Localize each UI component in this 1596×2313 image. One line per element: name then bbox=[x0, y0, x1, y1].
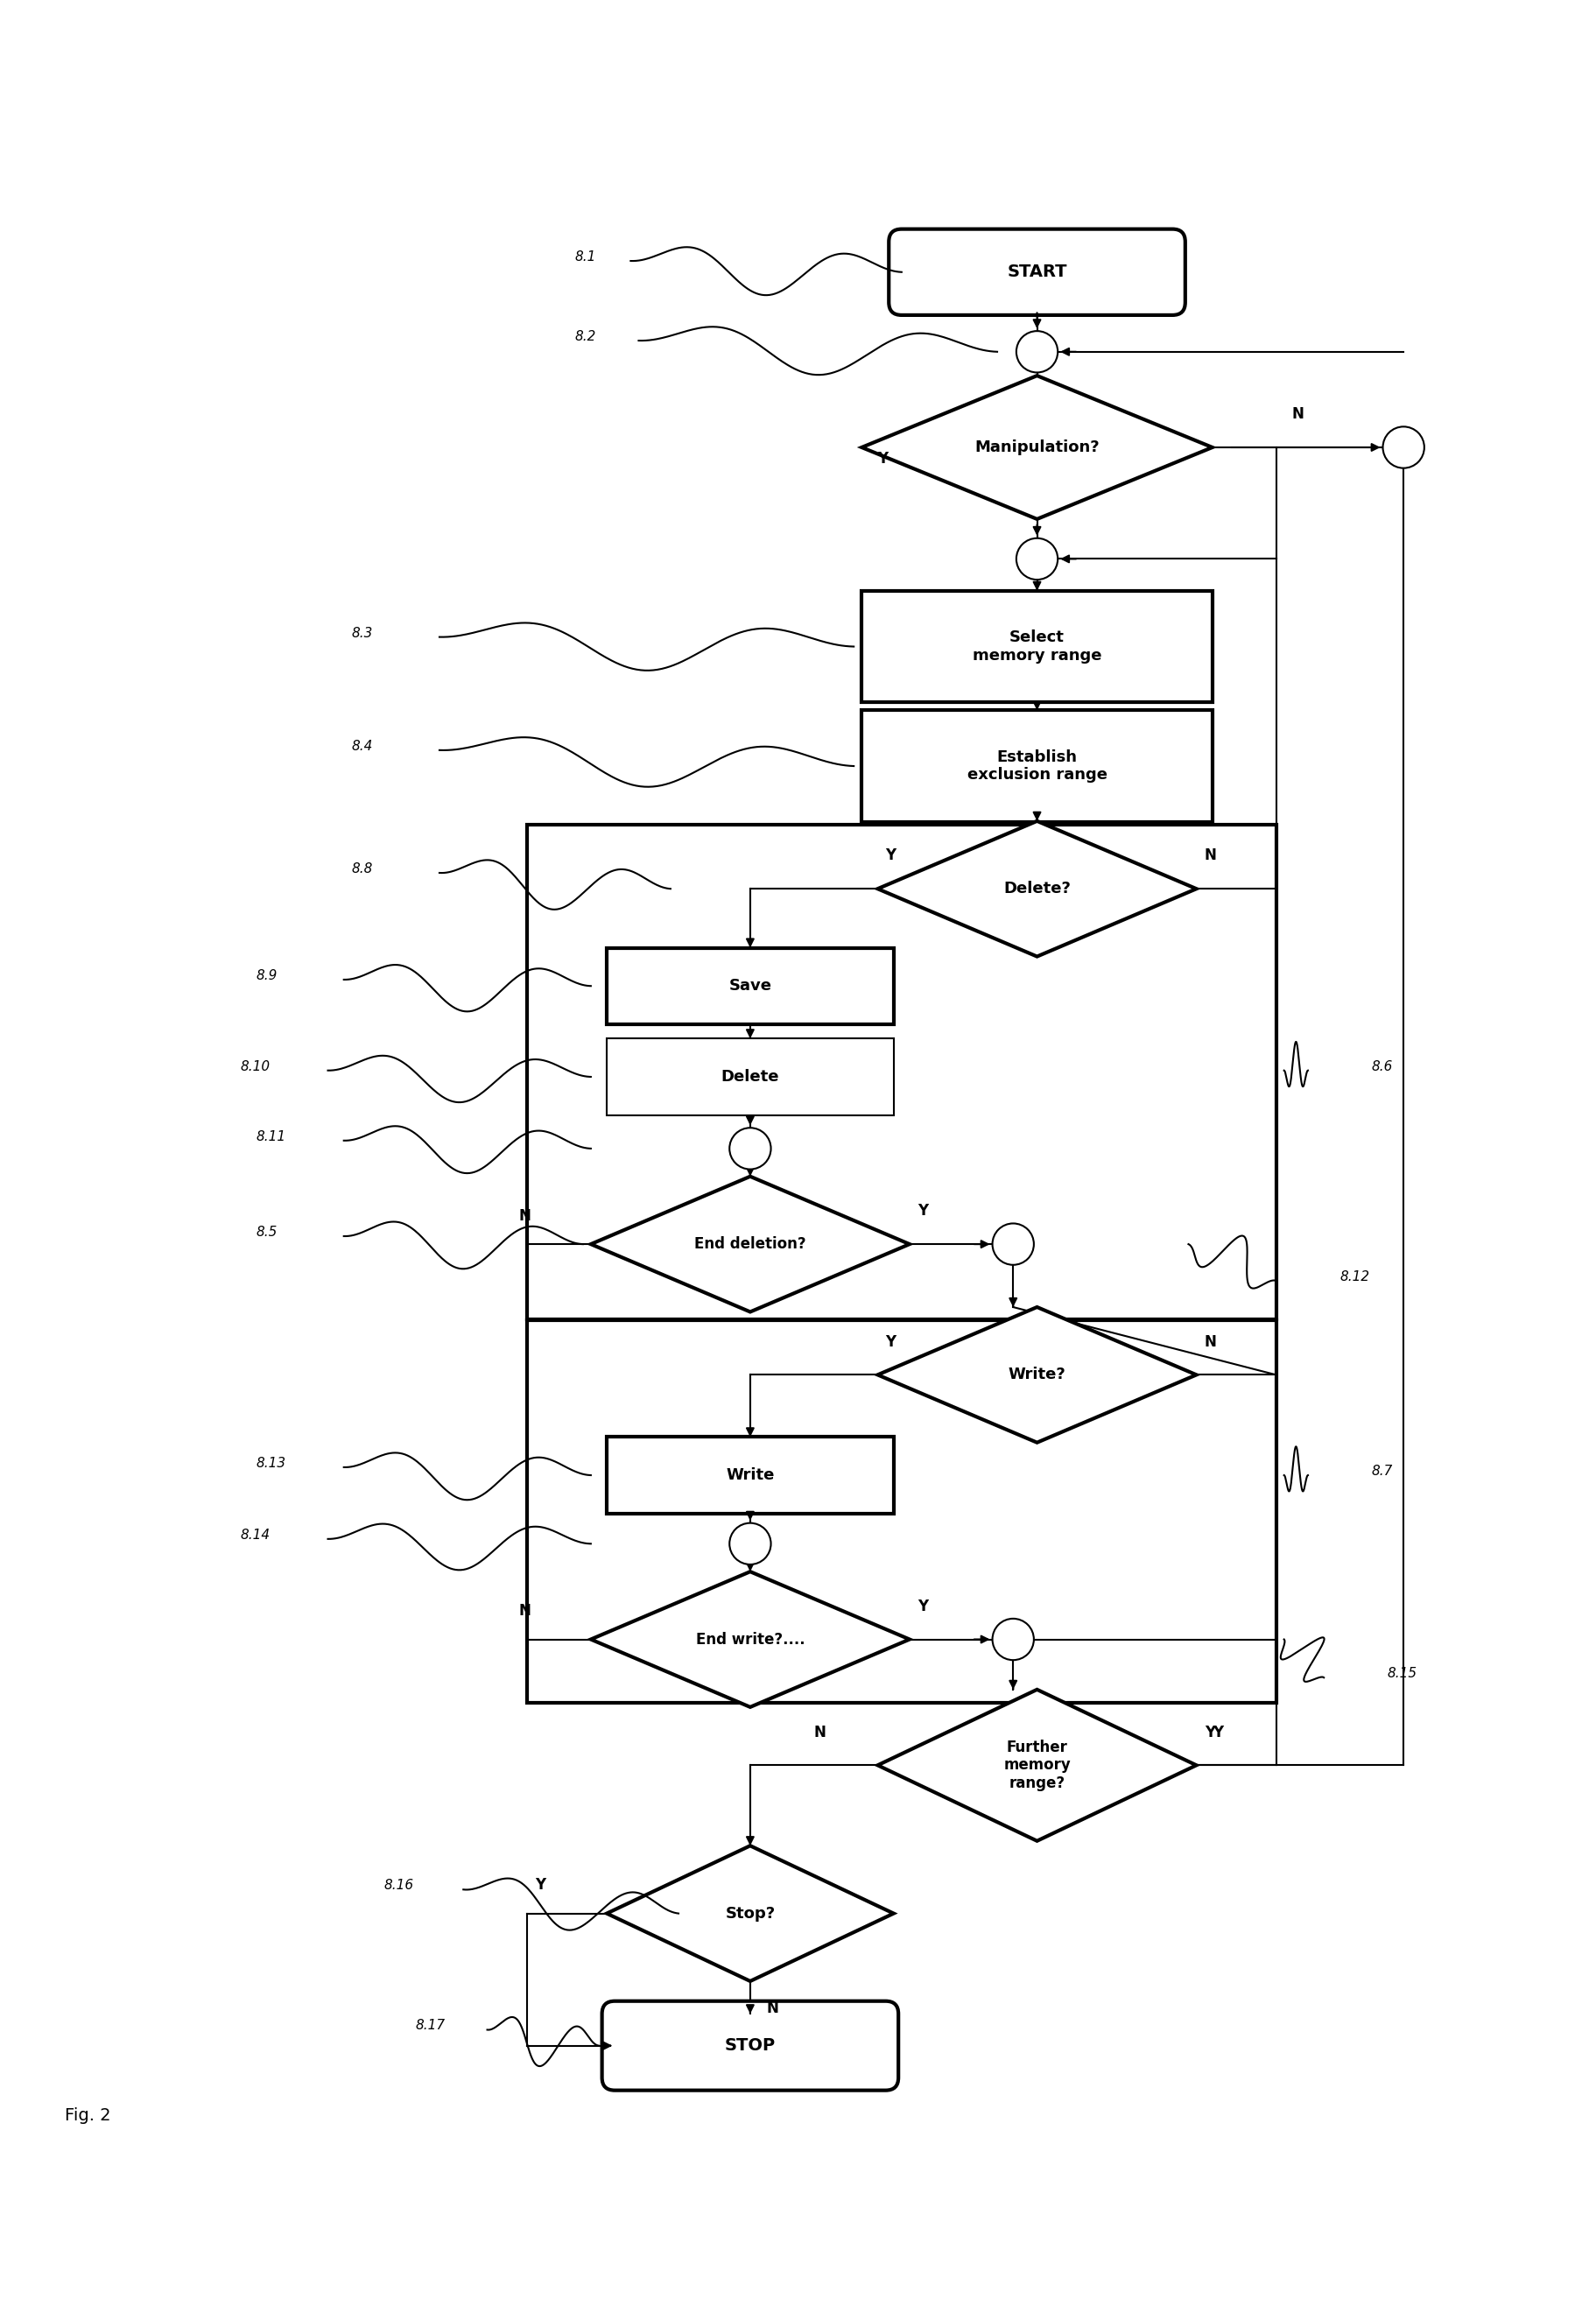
Text: 8.4: 8.4 bbox=[351, 740, 373, 752]
Text: Manipulation?: Manipulation? bbox=[975, 439, 1100, 456]
Text: Write?: Write? bbox=[1009, 1367, 1066, 1383]
Text: N: N bbox=[1205, 1335, 1216, 1348]
Circle shape bbox=[993, 1224, 1034, 1265]
Text: Y: Y bbox=[535, 1878, 546, 1892]
Circle shape bbox=[993, 1619, 1034, 1661]
Text: Y: Y bbox=[886, 1335, 897, 1348]
Bar bbox=[606, 1436, 894, 1513]
Text: STOP: STOP bbox=[725, 2038, 776, 2054]
Bar bbox=[862, 710, 1213, 821]
Text: Y: Y bbox=[886, 849, 897, 863]
Bar bbox=[527, 1321, 1277, 1702]
Text: N: N bbox=[519, 1207, 531, 1224]
Polygon shape bbox=[878, 1307, 1197, 1443]
Text: Write: Write bbox=[726, 1466, 774, 1483]
Text: Y: Y bbox=[1205, 1723, 1215, 1739]
Polygon shape bbox=[862, 375, 1213, 518]
Text: 8.2: 8.2 bbox=[575, 331, 597, 342]
Text: 8.17: 8.17 bbox=[415, 2019, 445, 2033]
Text: 8.14: 8.14 bbox=[241, 1529, 270, 1540]
Text: N: N bbox=[814, 1723, 827, 1739]
Circle shape bbox=[1017, 331, 1058, 372]
Text: N: N bbox=[519, 1603, 531, 1619]
Text: 8.13: 8.13 bbox=[257, 1457, 286, 1469]
Text: Save: Save bbox=[729, 978, 771, 995]
Text: Stop?: Stop? bbox=[725, 1906, 776, 1922]
Text: Establish
exclusion range: Establish exclusion range bbox=[967, 749, 1108, 784]
Text: Y: Y bbox=[918, 1598, 929, 1614]
Text: 8.1: 8.1 bbox=[575, 250, 597, 264]
Text: 8.11: 8.11 bbox=[257, 1131, 286, 1143]
Text: N: N bbox=[766, 2001, 779, 2017]
Text: 8.16: 8.16 bbox=[383, 1878, 413, 1892]
Text: N: N bbox=[1205, 849, 1216, 863]
Text: 8.8: 8.8 bbox=[351, 863, 373, 877]
Bar bbox=[527, 826, 1277, 1318]
Polygon shape bbox=[591, 1177, 910, 1311]
Polygon shape bbox=[591, 1571, 910, 1707]
Text: 8.6: 8.6 bbox=[1371, 1059, 1393, 1073]
FancyBboxPatch shape bbox=[889, 229, 1186, 315]
Text: Delete: Delete bbox=[721, 1069, 779, 1085]
Bar bbox=[606, 1039, 894, 1115]
Text: Y: Y bbox=[878, 451, 889, 467]
Text: Fig. 2: Fig. 2 bbox=[65, 2107, 112, 2123]
Bar bbox=[862, 590, 1213, 703]
Bar bbox=[606, 948, 894, 1025]
Text: Delete?: Delete? bbox=[1004, 881, 1071, 897]
Text: START: START bbox=[1007, 264, 1068, 280]
Circle shape bbox=[729, 1129, 771, 1170]
Text: Y: Y bbox=[1213, 1723, 1223, 1739]
Circle shape bbox=[729, 1522, 771, 1564]
Text: 8.9: 8.9 bbox=[257, 969, 278, 983]
Text: N: N bbox=[1293, 407, 1304, 423]
Polygon shape bbox=[878, 1688, 1197, 1841]
Text: Select
memory range: Select memory range bbox=[972, 629, 1101, 664]
Text: 8.3: 8.3 bbox=[351, 627, 373, 641]
Text: 8.5: 8.5 bbox=[257, 1226, 278, 1240]
Text: 8.15: 8.15 bbox=[1387, 1668, 1417, 1679]
Text: 8.7: 8.7 bbox=[1371, 1464, 1393, 1478]
Text: End deletion?: End deletion? bbox=[694, 1235, 806, 1251]
Circle shape bbox=[1382, 426, 1424, 467]
Circle shape bbox=[1017, 539, 1058, 581]
Text: End write?....: End write?.... bbox=[696, 1631, 804, 1647]
Polygon shape bbox=[606, 1846, 894, 1982]
Text: Y: Y bbox=[918, 1203, 929, 1219]
FancyBboxPatch shape bbox=[602, 2001, 899, 2091]
Polygon shape bbox=[878, 821, 1197, 958]
Text: 8.12: 8.12 bbox=[1339, 1270, 1369, 1284]
Text: 8.10: 8.10 bbox=[241, 1059, 270, 1073]
Text: Further
memory
range?: Further memory range? bbox=[1004, 1739, 1071, 1790]
